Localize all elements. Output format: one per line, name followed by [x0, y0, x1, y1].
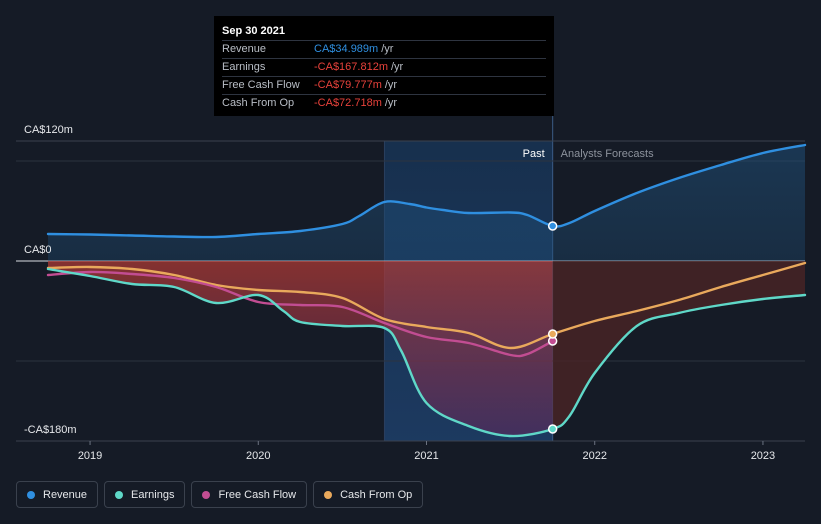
x-tick-label: 2019 — [78, 450, 102, 462]
legend-item-revenue[interactable]: Revenue — [16, 481, 99, 508]
revenue-line — [46, 143, 807, 239]
tooltip-label: Cash From Op — [222, 97, 295, 109]
tooltip-value: CA$34.989m — [314, 43, 379, 55]
earnings-area-forecast — [552, 261, 805, 429]
legend-item-cash-from-op[interactable]: Cash From Op — [313, 481, 424, 508]
legend-dot-icon — [115, 490, 124, 499]
x-tick-label: 2021 — [414, 450, 438, 462]
tooltip-value: -CA$72.718m — [314, 97, 382, 109]
tooltip-unit: /yr — [384, 97, 398, 109]
cash-from-op-marker — [547, 329, 558, 339]
tooltip-row-revenue: Revenue CA$34.989m /yr — [222, 40, 546, 58]
tooltip-label: Revenue — [222, 43, 267, 55]
x-tick-label: 2020 — [246, 450, 270, 462]
free-cash-flow-line — [46, 270, 554, 358]
legend-item-earnings[interactable]: Earnings — [104, 481, 186, 508]
y-tick-label: CA$120m — [24, 124, 73, 136]
tooltip-label: Earnings — [222, 61, 266, 73]
earnings-area-past — [48, 261, 553, 437]
x-tick-label: 2023 — [751, 450, 775, 462]
legend-label: Revenue — [43, 488, 88, 501]
revenue-marker — [547, 221, 558, 231]
tooltip-row-free-cash-flow: Free Cash Flow -CA$79.777m /yr — [222, 76, 546, 94]
legend-dot-icon — [202, 490, 211, 499]
forecast-label: Analysts Forecasts — [561, 148, 654, 160]
tooltip-unit: /yr — [381, 43, 394, 55]
cash-from-op-line — [46, 261, 807, 350]
tooltip-row-earnings: Earnings -CA$167.812m /yr — [222, 58, 546, 76]
tooltip-label: Free Cash Flow — [222, 79, 300, 91]
tooltip-unit: /yr — [384, 79, 398, 91]
tooltip: Sep 30 2021 Revenue CA$34.989m /yr Earni… — [214, 16, 554, 116]
tooltip-date: Sep 30 2021 — [222, 25, 285, 37]
legend-label: Earnings — [131, 488, 175, 501]
past-label: Past — [523, 148, 545, 160]
legend: Revenue Earnings Free Cash Flow Cash Fro… — [16, 481, 424, 508]
tooltip-value: -CA$167.812m — [314, 61, 388, 73]
legend-label: Free Cash Flow — [218, 488, 297, 501]
x-tick-label: 2022 — [582, 450, 606, 462]
earnings-marker — [547, 424, 558, 434]
legend-dot-icon — [27, 490, 35, 499]
legend-item-free-cash-flow[interactable]: Free Cash Flow — [191, 481, 308, 508]
y-tick-label: CA$0 — [24, 244, 52, 256]
tooltip-unit: /yr — [391, 61, 404, 73]
y-tick-label: -CA$180m — [24, 424, 77, 436]
earnings-line — [46, 267, 807, 438]
legend-dot-icon — [324, 490, 333, 499]
legend-label: Cash From Op — [340, 488, 413, 501]
tooltip-value: -CA$79.777m — [314, 79, 382, 91]
tooltip-row-cash-from-op: Cash From Op -CA$72.718m /yr — [222, 94, 546, 112]
revenue-area — [48, 145, 805, 261]
